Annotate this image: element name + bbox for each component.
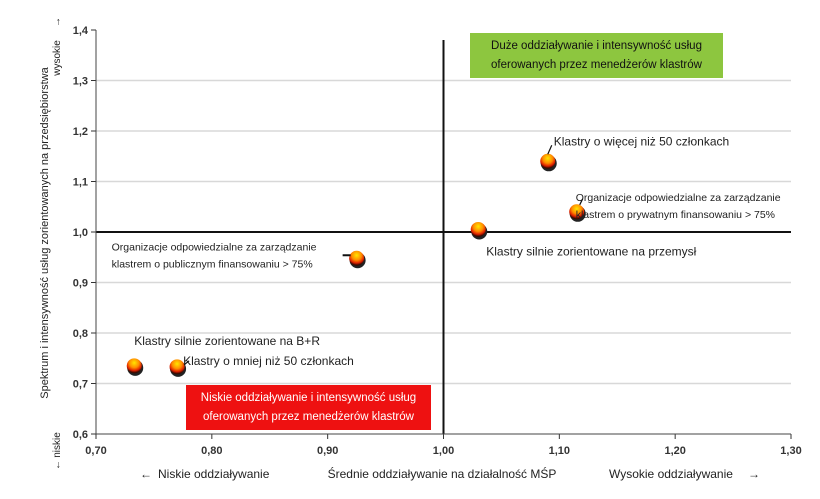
y-tick-label: 1,3 xyxy=(73,76,88,88)
high-impact-box-text: Duże oddziaływanie i intensywność usług xyxy=(491,40,702,52)
quadrant-boxes: Duże oddziaływanie i intensywność usług o… xyxy=(186,33,723,430)
x-tick-label: 1,20 xyxy=(664,445,685,457)
right-arrow-icon: → xyxy=(748,467,760,481)
low-impact-box-text: Niskie oddziaływanie i intensywność usłu… xyxy=(201,392,416,404)
x-axis-high-label: Wysokie oddziaływanie xyxy=(609,467,733,481)
plot-frame xyxy=(95,30,791,435)
y-tick-label: 0,7 xyxy=(73,379,88,391)
y-tick-label: 1,4 xyxy=(73,25,89,37)
label-leader-line xyxy=(579,198,584,206)
data-label: klastrem o publicznym finansowaniu > 75% xyxy=(112,258,313,270)
x-tick-label: 1,30 xyxy=(780,445,801,457)
high-impact-box xyxy=(470,33,723,78)
data-label: Klastry silnie zorientowane na B+R xyxy=(134,334,320,348)
label-leader-line xyxy=(547,145,553,155)
data-point xyxy=(470,221,486,237)
y-tick-label: 0,6 xyxy=(73,429,88,441)
left-arrow-icon: ← xyxy=(140,467,152,481)
y-tick-label: 1,0 xyxy=(73,227,88,239)
x-tick-label: 1,00 xyxy=(433,445,454,457)
data-label: Klastry o więcej niż 50 członkach xyxy=(554,134,729,148)
data-label: klastrem o prywatnym finansowaniu > 75% xyxy=(576,209,775,221)
y-axis-title: Spektrum i intensywność usług zorientowa… xyxy=(39,66,51,398)
x-tick-label: 0,80 xyxy=(201,445,222,457)
label-leader-line xyxy=(183,360,190,366)
y-tick-label: 0,9 xyxy=(73,278,88,290)
data-point xyxy=(540,153,556,169)
data-points xyxy=(126,153,586,377)
x-axis-title: Średnie oddziaływanie na działalność MŚP xyxy=(328,466,557,481)
y-axis-low-label: niskie xyxy=(52,432,63,458)
low-impact-box xyxy=(186,385,431,430)
x-tick-label: 0,90 xyxy=(317,445,338,457)
data-point xyxy=(126,358,142,374)
y-tick-label: 0,8 xyxy=(73,328,88,340)
reference-lines xyxy=(96,40,791,434)
data-label: Klastry silnie zorientowane na przemysł xyxy=(486,244,696,258)
low-impact-box-text: oferowanych przez menedżerów klastrów xyxy=(203,411,415,423)
grid-lines xyxy=(91,29,792,439)
data-label: Klastry o mniej niż 50 członkach xyxy=(183,354,354,368)
y-axis-high-label: wysokie xyxy=(52,40,63,77)
data-point xyxy=(349,250,365,266)
y-tick-label: 1,2 xyxy=(73,126,88,138)
data-label: Organizacje odpowiedzialne za zarządzani… xyxy=(576,192,781,204)
x-tick-label: 1,10 xyxy=(549,445,570,457)
point-labels: Klastry o więcej niż 50 członkach Organiz… xyxy=(112,134,781,368)
up-arrow-icon: → xyxy=(52,17,63,27)
x-tick-label: 0,70 xyxy=(85,445,106,457)
data-label: Organizacje odpowiedzialne za zarządzani… xyxy=(112,241,317,253)
down-arrow-icon: ← xyxy=(52,460,63,470)
y-tick-label: 1,1 xyxy=(73,177,88,189)
x-axis-low-label: Niskie oddziaływanie xyxy=(158,467,270,481)
data-point xyxy=(569,204,585,220)
data-point xyxy=(169,359,185,375)
high-impact-box-text: oferowanych przez menedżerów klastrów xyxy=(491,59,703,71)
tick-labels: 0,6 0,7 0,8 0,9 1,0 1,1 1,2 1,3 1,4 0,70 0,80 0,90 1… xyxy=(73,25,802,457)
